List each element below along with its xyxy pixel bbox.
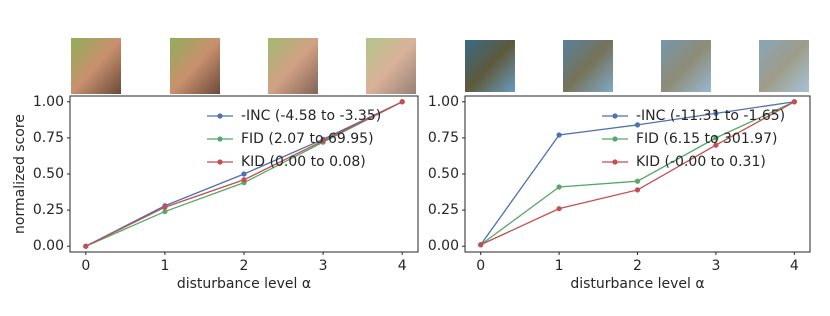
x-tick-label: 0 (81, 258, 90, 274)
legend-marker (612, 136, 618, 142)
point (478, 242, 484, 248)
point (713, 135, 719, 141)
point (713, 142, 719, 148)
point (556, 184, 562, 190)
y-tick-label: 0.50 (33, 166, 64, 182)
legend-label: FID (2.07 to 69.95) (241, 131, 374, 147)
point (634, 178, 641, 184)
legend-marker (612, 159, 618, 165)
x-axis-label: disturbance level α (177, 276, 311, 292)
point (713, 110, 719, 116)
legend-label: -INC (-11.31 to -1.65) (636, 108, 785, 124)
thumbnail (759, 40, 809, 92)
y-tick-label: 1.00 (33, 94, 64, 110)
y-axis-label: normalized score (12, 114, 28, 234)
point (162, 208, 168, 215)
y-tick-label: 0.00 (428, 238, 459, 254)
thumbnail (366, 38, 416, 94)
x-tick-label: 3 (711, 258, 720, 274)
point (241, 177, 247, 183)
point (83, 243, 89, 249)
legend-marker (612, 113, 618, 119)
y-tick-label: 0.25 (428, 202, 459, 218)
point (556, 132, 562, 138)
x-axis-label: disturbance level α (570, 276, 704, 292)
thumbnail (661, 40, 711, 92)
y-tick-label: 0.75 (33, 130, 64, 146)
legend: -INC (-11.31 to -1.65) FID (6.15 to 301.9… (602, 108, 785, 170)
legend: -INC (-4.58 to -3.35) FID (2.07 to 69.95)… (207, 108, 381, 170)
thumbnail (563, 40, 613, 92)
point (634, 122, 641, 128)
thumbnail (170, 38, 220, 94)
point (162, 204, 168, 210)
y-tick-label: 0.75 (428, 130, 459, 146)
x-tick-label: 4 (790, 258, 799, 274)
legend-marker (217, 136, 223, 142)
legend-marker (217, 113, 223, 119)
legend-marker (217, 159, 223, 165)
x-tick-label: 4 (398, 258, 407, 274)
point (556, 206, 562, 212)
legend-label: FID (6.15 to 301.97) (636, 131, 777, 147)
point (320, 138, 326, 144)
x-tick-label: 0 (476, 258, 485, 274)
x-tick-label: 3 (319, 258, 328, 274)
point (241, 171, 247, 177)
x-tick-label: 2 (240, 258, 249, 274)
thumbnail (71, 38, 121, 94)
thumbnail (465, 40, 515, 92)
point (634, 187, 641, 193)
x-tick-label: 1 (160, 258, 169, 274)
y-tick-label: 0.25 (33, 202, 64, 218)
thumbnails (71, 38, 809, 94)
y-tick-label: 1.00 (428, 94, 459, 110)
thumbnail (268, 38, 318, 94)
point (399, 99, 405, 105)
legend-label: KID (0.00 to 0.08) (241, 154, 366, 170)
x-tick-label: 2 (633, 258, 642, 274)
legend-label: -INC (-4.58 to -3.35) (241, 108, 381, 124)
legend-label: KID (-0.00 to 0.31) (636, 154, 766, 170)
x-tick-label: 1 (555, 258, 564, 274)
point (791, 99, 797, 105)
y-tick-label: 0.00 (33, 238, 64, 254)
y-tick-label: 0.50 (428, 166, 459, 182)
